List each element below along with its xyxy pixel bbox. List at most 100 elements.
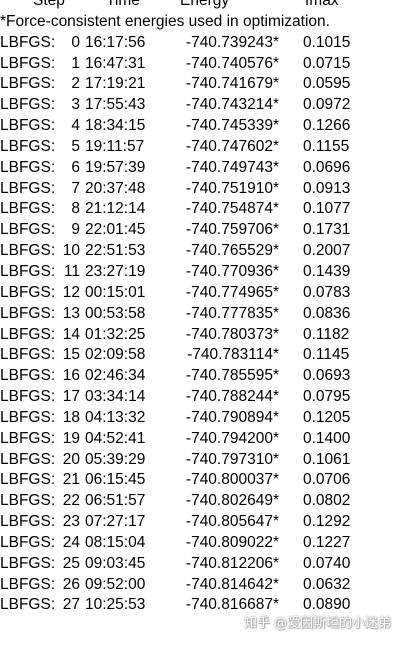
step-energy: -740.809022* — [185, 533, 279, 551]
optimizer-name: LBFGS: — [0, 221, 56, 239]
step-number: 10 — [62, 242, 80, 260]
step-fmax: 0.0632 — [303, 575, 351, 593]
step-fmax: 0.1400 — [303, 429, 351, 447]
step-fmax: 0.0836 — [303, 304, 351, 322]
step-fmax: 0.1439 — [303, 262, 351, 280]
step-fmax: 0.0715 — [303, 54, 351, 72]
step-number: 17 — [62, 388, 80, 406]
step-fmax: 0.1182 — [303, 325, 350, 343]
step-number: 23 — [62, 513, 80, 531]
log-row: LBFGS: 20 05:39:29 -740.797310* 0.1061 — [0, 450, 401, 471]
step-energy: -740.747602* — [185, 137, 279, 155]
step-fmax: 0.2007 — [303, 242, 351, 260]
step-energy: -740.805647* — [185, 513, 279, 531]
step-time: 02:09:58 — [85, 346, 146, 364]
step-fmax: 0.1731 — [303, 221, 351, 239]
log-row: LBFGS: 0 16:17:56 -740.739243* 0.1015 — [0, 33, 401, 54]
step-energy: -740.790894* — [185, 408, 279, 426]
step-number: 25 — [62, 554, 80, 572]
step-fmax: 0.0740 — [303, 554, 351, 572]
step-time: 22:01:45 — [85, 221, 146, 239]
step-energy: -740.797310* — [185, 450, 279, 468]
step-number: 5 — [71, 137, 80, 155]
step-time: 09:03:45 — [85, 554, 146, 572]
step-fmax: 0.1015 — [303, 33, 351, 51]
step-time: 00:53:58 — [85, 304, 146, 322]
step-number: 21 — [62, 471, 80, 489]
step-fmax: 0.0802 — [303, 492, 351, 510]
log-row: LBFGS: 15 02:09:58 -740.783114* 0.1145 — [0, 345, 401, 366]
step-number: 27 — [62, 596, 80, 614]
log-note-row: *Force-consistent energies used in optim… — [0, 12, 401, 33]
optimizer-name: LBFGS: — [0, 367, 56, 385]
step-time: 21:12:14 — [85, 200, 146, 218]
step-time: 10:25:53 — [85, 596, 146, 614]
step-time: 23:27:19 — [85, 262, 146, 280]
optimizer-name: LBFGS: — [0, 450, 56, 468]
step-energy: -740.759706* — [185, 221, 279, 239]
header-time: Time — [106, 0, 140, 9]
step-energy: -740.740576* — [185, 54, 279, 72]
step-time: 17:55:43 — [85, 96, 146, 114]
log-row: LBFGS: 23 07:27:17 -740.805647* 0.1292 — [0, 512, 401, 533]
step-energy: -740.816687* — [185, 596, 279, 614]
step-fmax: 0.0795 — [303, 388, 351, 406]
step-time: 16:17:56 — [85, 33, 146, 51]
step-energy: -740.812206* — [185, 554, 279, 572]
log-row: LBFGS: 8 21:12:14 -740.754874* 0.1077 — [0, 199, 401, 220]
log-row: LBFGS: 27 10:25:53 -740.816687* 0.0890 — [0, 595, 401, 616]
log-row: LBFGS: 17 03:34:14 -740.788244* 0.0795 — [0, 387, 401, 408]
step-fmax: 0.0972 — [303, 96, 351, 114]
log-row: LBFGS: 18 04:13:32 -740.790894* 0.1205 — [0, 408, 401, 429]
optimizer-name: LBFGS: — [0, 179, 56, 197]
optimizer-name: LBFGS: — [0, 304, 56, 322]
step-number: 12 — [62, 283, 80, 301]
optimizer-name: LBFGS: — [0, 158, 56, 176]
step-number: 11 — [63, 262, 80, 280]
log-row: LBFGS: 9 22:01:45 -740.759706* 0.1731 — [0, 220, 401, 241]
optimizer-name: LBFGS: — [0, 54, 56, 72]
step-time: 06:51:57 — [85, 492, 146, 510]
log-row: LBFGS: 21 06:15:45 -740.800037* 0.0706 — [0, 470, 401, 491]
log-row: LBFGS: 25 09:03:45 -740.812206* 0.0740 — [0, 554, 401, 575]
step-time: 00:15:01 — [85, 283, 146, 301]
header-step: Step — [33, 0, 65, 9]
step-energy: -740.774965* — [185, 283, 279, 301]
step-energy: -740.749743* — [185, 158, 279, 176]
step-number: 6 — [71, 158, 80, 176]
step-energy: -740.794200* — [185, 429, 279, 447]
optimizer-name: LBFGS: — [0, 429, 56, 447]
log-row: LBFGS: 19 04:52:41 -740.794200* 0.1400 — [0, 429, 401, 450]
optimizer-name: LBFGS: — [0, 492, 56, 510]
step-number: 14 — [62, 325, 80, 343]
log-row: LBFGS: 4 18:34:15 -740.745339* 0.1266 — [0, 116, 401, 137]
log-row: LBFGS: 10 22:51:53 -740.765529* 0.2007 — [0, 241, 401, 262]
step-energy: -740.770936* — [185, 262, 279, 280]
log-row: LBFGS: 14 01:32:25 -740.780373* 0.1182 — [0, 325, 401, 346]
log-row: LBFGS: 13 00:53:58 -740.777835* 0.0836 — [0, 304, 401, 325]
step-time: 05:39:29 — [85, 450, 146, 468]
optimization-log: Step Time Energy fmax *Force-consistent … — [0, 0, 401, 617]
step-fmax: 0.0783 — [303, 283, 351, 301]
step-energy: -740.741679* — [185, 75, 279, 93]
step-time: 22:51:53 — [85, 242, 146, 260]
step-number: 13 — [62, 304, 80, 322]
step-time: 17:19:21 — [85, 75, 146, 93]
step-time: 20:37:48 — [85, 179, 146, 197]
log-row: LBFGS: 16 02:46:34 -740.785595* 0.0693 — [0, 366, 401, 387]
optimizer-name: LBFGS: — [0, 513, 56, 531]
step-fmax: 0.0913 — [303, 179, 351, 197]
log-rows: LBFGS: 0 16:17:56 -740.739243* 0.1015 LBFGS: 1… — [0, 33, 401, 617]
log-row: LBFGS: 22 06:51:57 -740.802649* 0.0802 — [0, 491, 401, 512]
step-time: 07:27:17 — [85, 513, 146, 531]
step-number: 0 — [71, 33, 80, 51]
step-energy: -740.751910* — [185, 179, 279, 197]
step-fmax: 0.1266 — [303, 117, 351, 135]
optimizer-name: LBFGS: — [0, 200, 56, 218]
step-time: 18:34:15 — [85, 117, 146, 135]
optimizer-name: LBFGS: — [0, 596, 56, 614]
optimizer-name: LBFGS: — [0, 408, 56, 426]
optimizer-name: LBFGS: — [0, 75, 56, 93]
header-fmax: fmax — [305, 0, 339, 9]
log-row: LBFGS: 1 16:47:31 -740.740576* 0.0715 — [0, 54, 401, 75]
